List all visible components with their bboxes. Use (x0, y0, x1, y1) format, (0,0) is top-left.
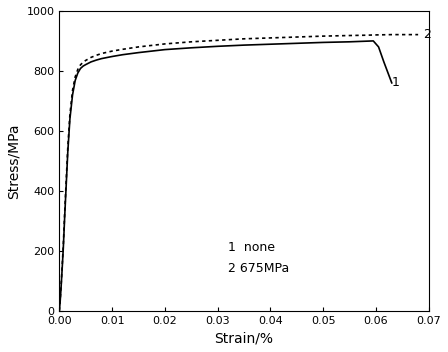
Text: 1  none: 1 none (228, 241, 275, 254)
Text: 2: 2 (423, 28, 431, 41)
Y-axis label: Stress/MPa: Stress/MPa (7, 123, 21, 199)
Text: 1: 1 (392, 76, 400, 89)
X-axis label: Strain/%: Strain/% (215, 331, 274, 345)
Text: 2 675MPa: 2 675MPa (228, 262, 289, 275)
